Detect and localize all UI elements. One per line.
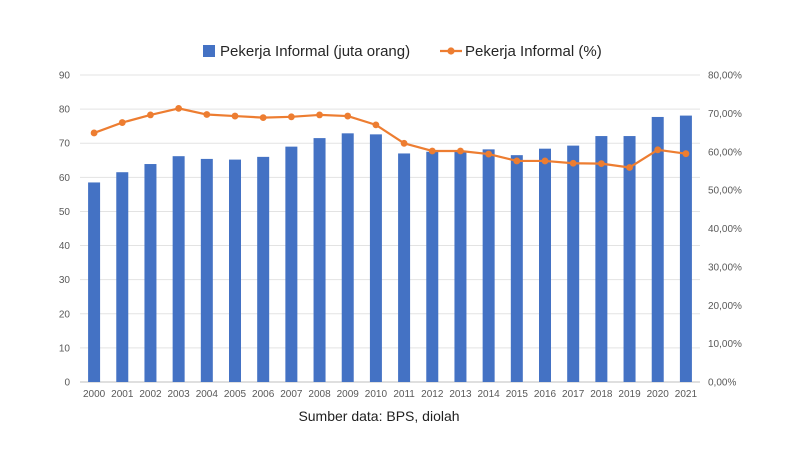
- bar: [116, 172, 129, 382]
- bar: [482, 149, 495, 382]
- x-tick-label: 2015: [506, 389, 529, 400]
- line-series: [90, 104, 690, 171]
- x-tick-label: 2017: [562, 389, 585, 400]
- x-tick-label: 2010: [365, 389, 388, 400]
- x-tick-label: 2011: [393, 389, 415, 400]
- bar: [623, 136, 636, 382]
- line-point: [90, 129, 98, 137]
- bar: [426, 151, 439, 382]
- legend-bar-swatch: [203, 45, 215, 57]
- x-tick-label: 2005: [224, 389, 247, 400]
- line-point: [428, 147, 436, 155]
- bar: [539, 148, 551, 382]
- y-right-tick-label: 50,00%: [708, 186, 742, 197]
- x-tick-label: 2014: [478, 389, 501, 400]
- x-tick-label: 2002: [139, 389, 162, 400]
- bar: [595, 136, 608, 382]
- y-left-tick-label: 80: [59, 105, 71, 116]
- line-point: [569, 159, 577, 167]
- bar: [257, 156, 270, 382]
- series-line: [93, 107, 687, 169]
- legend: Pekerja Informal (juta orang) Pekerja In…: [203, 43, 602, 60]
- x-tick-label: 2003: [168, 389, 191, 400]
- y-left-tick-label: 20: [59, 309, 71, 320]
- line-point: [147, 111, 154, 119]
- line-point: [259, 114, 267, 121]
- x-tick-label: 2006: [252, 389, 275, 400]
- y-left-tick-label: 30: [59, 275, 71, 286]
- bar: [398, 153, 411, 382]
- line-point: [457, 147, 464, 155]
- bar: [454, 151, 467, 382]
- bar-series: [88, 115, 692, 382]
- legend-bar-label: Pekerja Informal (juta orang): [220, 43, 410, 60]
- y-left-tick-label: 60: [59, 173, 71, 184]
- bar: [229, 159, 241, 382]
- line-point: [372, 121, 380, 129]
- y-left-tick-label: 10: [59, 343, 71, 354]
- x-tick-label: 2008: [308, 389, 331, 400]
- y-left-tick-label: 40: [59, 241, 71, 252]
- y-left-tick-label: 0: [64, 378, 70, 389]
- bar: [510, 155, 523, 382]
- bar: [567, 145, 580, 382]
- bar: [341, 133, 354, 382]
- bar: [285, 146, 298, 382]
- line-point: [287, 113, 295, 121]
- line-point: [400, 139, 408, 147]
- y-left-tick-label: 50: [59, 207, 71, 218]
- line-point: [541, 157, 549, 165]
- bar: [679, 115, 692, 382]
- y-right-tick-label: 20,00%: [708, 301, 742, 312]
- line-point: [203, 111, 211, 118]
- x-tick-label: 2013: [449, 389, 472, 400]
- source-note: Sumber data: BPS, diolah: [298, 408, 459, 424]
- x-tick-label: 2012: [421, 389, 444, 400]
- y-right-tick-label: 80,00%: [708, 71, 742, 82]
- line-point: [118, 119, 126, 126]
- line-point: [597, 160, 605, 168]
- x-tick-label: 2020: [647, 389, 670, 400]
- x-tick-label: 2001: [111, 389, 134, 400]
- line-point: [231, 112, 239, 120]
- axis-ticks: 0 10 20 30 40 50 60 70 80 90 0,00% 10,00% 20,00% 30,0…: [59, 71, 742, 401]
- bar: [200, 158, 213, 382]
- line-point: [626, 164, 633, 171]
- y-right-tick-label: 0,00%: [708, 378, 736, 389]
- y-right-tick-label: 10,00%: [708, 339, 742, 350]
- y-right-tick-label: 40,00%: [708, 224, 742, 235]
- legend-line-label: Pekerja Informal (%): [465, 43, 602, 60]
- y-right-tick-label: 30,00%: [708, 262, 742, 273]
- line-point: [654, 146, 662, 154]
- x-tick-label: 2007: [280, 389, 303, 400]
- line-point: [175, 104, 183, 112]
- y-right-tick-label: 70,00%: [708, 109, 742, 120]
- x-tick-label: 2019: [618, 389, 641, 400]
- x-tick-label: 2000: [83, 389, 106, 400]
- bar: [88, 182, 101, 382]
- line-point: [485, 150, 493, 158]
- y-left-tick-label: 90: [59, 71, 71, 82]
- x-tick-label: 2021: [675, 389, 698, 400]
- line-point: [316, 111, 323, 119]
- bar: [313, 138, 326, 382]
- bar: [369, 134, 382, 382]
- line-point: [513, 157, 521, 165]
- x-tick-label: 2009: [337, 389, 360, 400]
- y-left-tick-label: 70: [59, 139, 71, 150]
- bar: [172, 156, 185, 382]
- line-point: [344, 112, 352, 120]
- x-tick-label: 2016: [534, 389, 557, 400]
- legend-line-marker: [447, 47, 455, 55]
- x-tick-label: 2018: [590, 389, 613, 400]
- x-tick-label: 2004: [196, 389, 219, 400]
- line-point: [682, 150, 690, 158]
- bar: [651, 116, 664, 382]
- bar: [144, 164, 157, 382]
- y-right-tick-label: 60,00%: [708, 147, 742, 158]
